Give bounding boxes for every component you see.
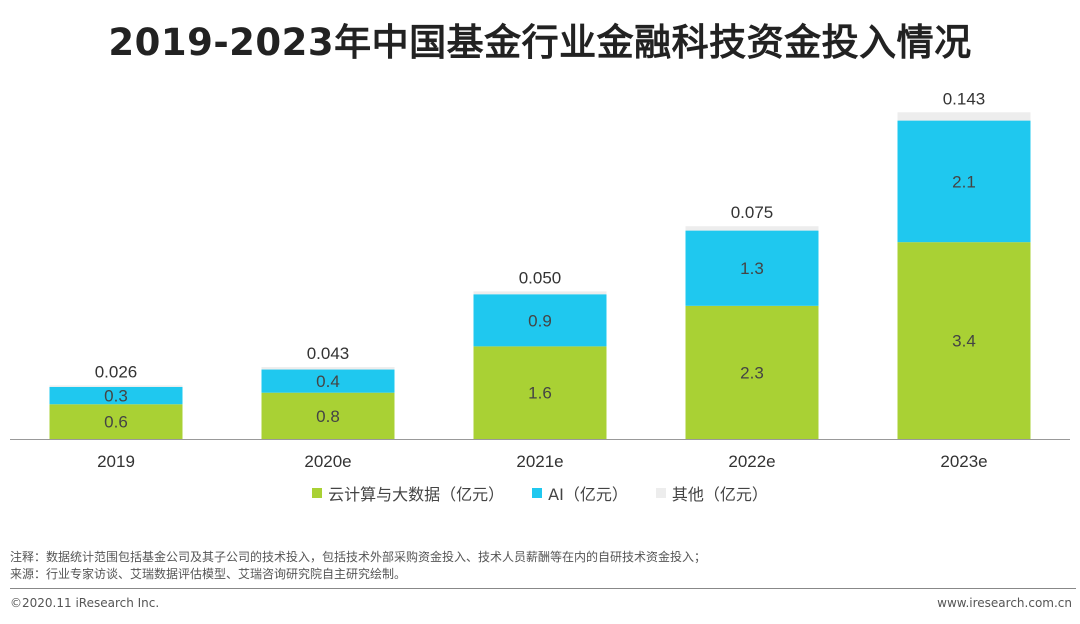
legend-swatch-cloud [312,488,323,498]
note-line: 注释：数据统计范围包括基金公司及其子公司的技术投入，包括技术外部采购资金投入、技… [10,550,707,564]
legend-item-ai: AI（亿元） [532,481,628,505]
bar-other-2019 [49,385,183,387]
footer-divider [10,588,1076,589]
bar-ai-2021e [473,294,607,347]
data-label-other-2022e: 0.075 [731,203,774,222]
x-tick-label-2022e: 2022e [728,452,775,471]
bar-ai-2022e [685,230,819,306]
data-label-ai-2019: 0.3 [104,387,128,406]
data-label-cloud-2023e: 3.4 [952,332,976,351]
legend-label-other: 其他（亿元） [671,485,768,504]
data-label-cloud-2022e: 2.3 [740,363,764,382]
chart-notes: 注释：数据统计范围包括基金公司及其子公司的技术投入，包括技术外部采购资金投入、技… [10,549,706,583]
legend-swatch-other [655,488,666,498]
data-label-cloud-2021e: 1.6 [528,384,552,403]
data-label-cloud-2019: 0.6 [104,413,128,432]
bar-cloud-2022e [685,305,819,439]
bar-ai-2020e [261,369,395,393]
legend-item-other: 其他（亿元） [655,481,768,505]
x-tick-label-2021e: 2021e [516,452,563,471]
data-label-other-2019: 0.026 [95,362,138,381]
bar-other-2022e [685,226,819,231]
source-line: 来源：行业专家访谈、艾瑞数据评估模型、艾瑞咨询研究院自主研究绘制。 [10,567,407,581]
bar-other-2020e [261,367,395,370]
bar-cloud-2021e [473,346,607,439]
data-label-ai-2023e: 2.1 [952,172,976,191]
data-label-cloud-2020e: 0.8 [316,407,340,426]
bar-ai-2023e [897,120,1031,243]
footer-website[interactable]: www.iresearch.com.cn [937,596,1072,610]
x-tick-label-2019: 2019 [97,452,135,471]
data-label-ai-2022e: 1.3 [740,259,764,278]
legend-swatch-ai [532,488,543,498]
stacked-bar-chart: 0.6 0.3 0.026 2019 0.8 0.4 0.043 2020e 1.6 0.9 0.0… [10,89,1070,471]
bar-cloud-2019 [49,404,183,439]
footer-copyright: ©2020.11 iResearch Inc. [10,596,160,610]
legend-label-ai: AI（亿元） [548,485,628,504]
bar-cloud-2020e [261,392,395,439]
legend-item-cloud: 云计算与大数据（亿元） [312,481,504,505]
x-tick-label-2020e: 2020e [304,452,351,471]
chart-title: 2019-2023年中国基金行业金融科技资金投入情况 [108,21,972,64]
data-label-other-2021e: 0.050 [519,268,562,287]
x-tick-label-2023e: 2023e [940,452,987,471]
chart-legend: 云计算与大数据（亿元） AI（亿元） 其他（亿元） [0,481,1080,505]
bar-other-2023e [897,112,1031,121]
legend-label-cloud: 云计算与大数据（亿元） [328,485,505,504]
bar-ai-2019 [49,386,183,405]
bar-cloud-2023e [897,242,1031,439]
data-label-other-2023e: 0.143 [943,89,986,108]
data-label-ai-2021e: 0.9 [528,311,552,330]
data-label-ai-2020e: 0.4 [316,372,340,391]
data-label-other-2020e: 0.043 [307,344,350,363]
bar-other-2021e [473,291,607,295]
